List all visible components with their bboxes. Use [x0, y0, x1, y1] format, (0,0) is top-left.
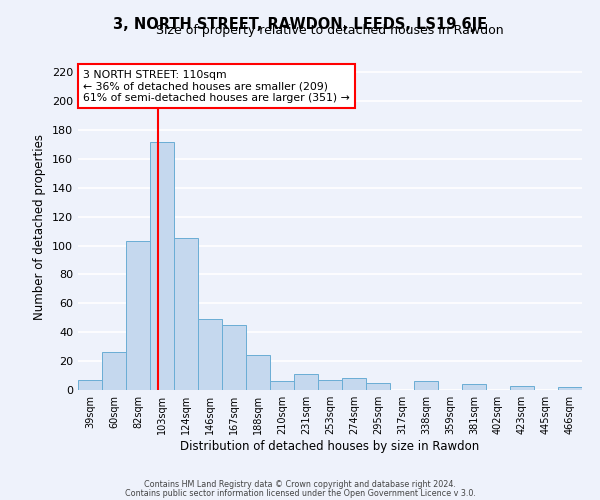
Bar [198, 319, 222, 390]
Bar [270, 382, 294, 390]
Bar [558, 387, 582, 390]
Bar [174, 238, 198, 390]
Y-axis label: Number of detached properties: Number of detached properties [34, 134, 46, 320]
Bar [246, 356, 270, 390]
Bar [318, 380, 342, 390]
Bar [78, 380, 102, 390]
Bar [294, 374, 318, 390]
Text: Contains HM Land Registry data © Crown copyright and database right 2024.: Contains HM Land Registry data © Crown c… [144, 480, 456, 489]
Text: 3, NORTH STREET, RAWDON, LEEDS, LS19 6JE: 3, NORTH STREET, RAWDON, LEEDS, LS19 6JE [113, 18, 487, 32]
Bar [342, 378, 366, 390]
Bar [126, 241, 150, 390]
Bar [222, 325, 246, 390]
Text: Contains public sector information licensed under the Open Government Licence v : Contains public sector information licen… [125, 489, 475, 498]
Bar [462, 384, 486, 390]
Bar [102, 352, 126, 390]
Bar [510, 386, 534, 390]
Bar [366, 383, 390, 390]
Title: Size of property relative to detached houses in Rawdon: Size of property relative to detached ho… [156, 24, 504, 38]
Text: 3 NORTH STREET: 110sqm
← 36% of detached houses are smaller (209)
61% of semi-de: 3 NORTH STREET: 110sqm ← 36% of detached… [83, 70, 350, 103]
X-axis label: Distribution of detached houses by size in Rawdon: Distribution of detached houses by size … [181, 440, 479, 453]
Bar [414, 382, 438, 390]
Bar [150, 142, 174, 390]
